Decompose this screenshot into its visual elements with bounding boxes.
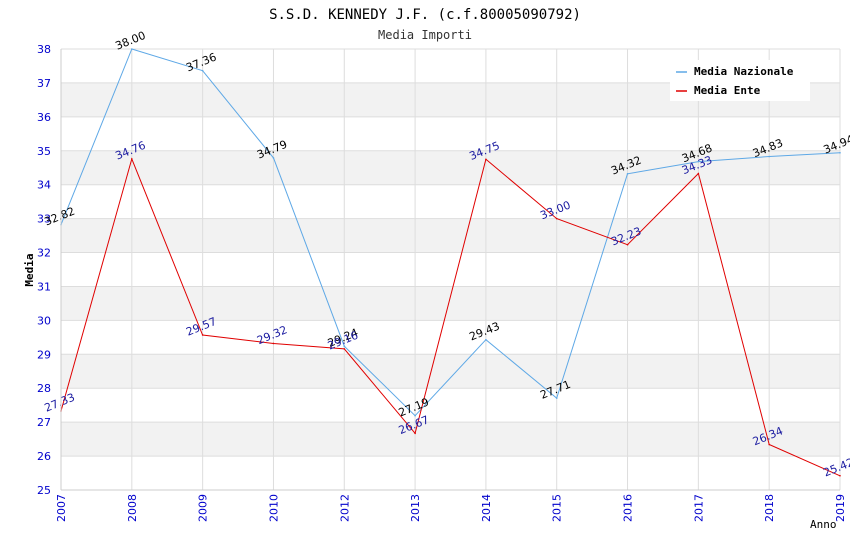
data-label: 25.42 bbox=[822, 456, 850, 480]
x-axis-title: Anno bbox=[810, 518, 837, 531]
data-point bbox=[201, 334, 204, 336]
data-point bbox=[555, 217, 558, 220]
chart-title: S.S.D. KENNEDY J.F. (c.f.80005090792) bbox=[269, 7, 581, 23]
x-tick-label: 2012 bbox=[338, 494, 351, 522]
x-tick-label: 2009 bbox=[197, 494, 210, 522]
data-point bbox=[485, 338, 487, 341]
y-tick-label: 30 bbox=[37, 314, 51, 327]
x-tick-labels: 2007 2008 2009 2010 2012 2013 2014 2015 2016 2017… bbox=[55, 494, 847, 522]
legend: Media Nazionale Media Ente bbox=[670, 60, 810, 101]
grid-band bbox=[61, 150, 840, 185]
y-tick-label: 37 bbox=[37, 77, 51, 90]
data-point bbox=[768, 155, 770, 158]
data-point bbox=[414, 414, 416, 417]
grid-band bbox=[61, 422, 840, 457]
y-tick-labels: 25 26 27 28 29 30 31 32 33 34 35 36 37 38 bbox=[37, 43, 51, 497]
x-tick-label: 2014 bbox=[480, 494, 493, 522]
axes bbox=[60, 49, 840, 491]
grid-band bbox=[61, 218, 840, 253]
data-point bbox=[131, 48, 133, 50]
x-tick-label: 2008 bbox=[126, 494, 139, 522]
series-lines bbox=[60, 48, 841, 477]
y-tick-label: 38 bbox=[37, 43, 51, 56]
data-point bbox=[131, 158, 133, 160]
y-tick-label: 26 bbox=[37, 450, 51, 463]
y-tick-label: 25 bbox=[37, 484, 51, 497]
data-point bbox=[839, 474, 841, 477]
grid-band bbox=[61, 286, 840, 321]
data-point bbox=[201, 69, 204, 72]
grid-band bbox=[61, 354, 840, 389]
y-tick-label: 27 bbox=[37, 416, 51, 429]
x-tick-label: 2019 bbox=[834, 494, 847, 522]
data-point bbox=[485, 158, 487, 161]
legend-label-media-nazionale: Media Nazionale bbox=[694, 65, 794, 78]
y-tick-label: 34 bbox=[37, 179, 51, 192]
data-point bbox=[272, 157, 275, 159]
x-tick-label: 2007 bbox=[55, 494, 68, 522]
data-point bbox=[555, 397, 558, 399]
series-line-media-ente bbox=[60, 157, 841, 477]
series-line-media-nazionale bbox=[60, 48, 841, 417]
x-tick-label: 2016 bbox=[622, 494, 635, 522]
x-tick-label: 2015 bbox=[551, 494, 564, 522]
x-tick-label: 2017 bbox=[692, 494, 705, 522]
data-point bbox=[768, 443, 770, 446]
x-tick-label: 2013 bbox=[409, 494, 422, 522]
y-tick-label: 32 bbox=[37, 247, 51, 260]
y-tick-label: 36 bbox=[37, 111, 51, 124]
y-tick-label: 35 bbox=[37, 145, 51, 158]
data-point bbox=[414, 432, 416, 435]
data-point bbox=[343, 348, 346, 350]
y-tick-label: 33 bbox=[37, 213, 51, 226]
x-tick-label: 2018 bbox=[763, 494, 776, 522]
y-tick-label: 28 bbox=[37, 382, 51, 395]
x-tick-label: 2010 bbox=[267, 494, 280, 522]
data-point bbox=[272, 342, 275, 345]
data-point bbox=[626, 243, 629, 246]
data-point bbox=[626, 173, 629, 175]
data-point bbox=[839, 152, 841, 154]
data-point bbox=[697, 160, 700, 163]
data-point bbox=[343, 345, 346, 347]
legend-box bbox=[670, 60, 810, 101]
data-label: 29.43 bbox=[468, 320, 502, 344]
y-tick-label: 29 bbox=[37, 348, 51, 361]
chart-subtitle: Media Importi bbox=[378, 28, 472, 42]
y-tick-label: 31 bbox=[37, 280, 51, 293]
y-axis-title: Media bbox=[23, 253, 36, 286]
legend-label-media-ente: Media Ente bbox=[694, 84, 761, 97]
data-point bbox=[697, 172, 700, 175]
